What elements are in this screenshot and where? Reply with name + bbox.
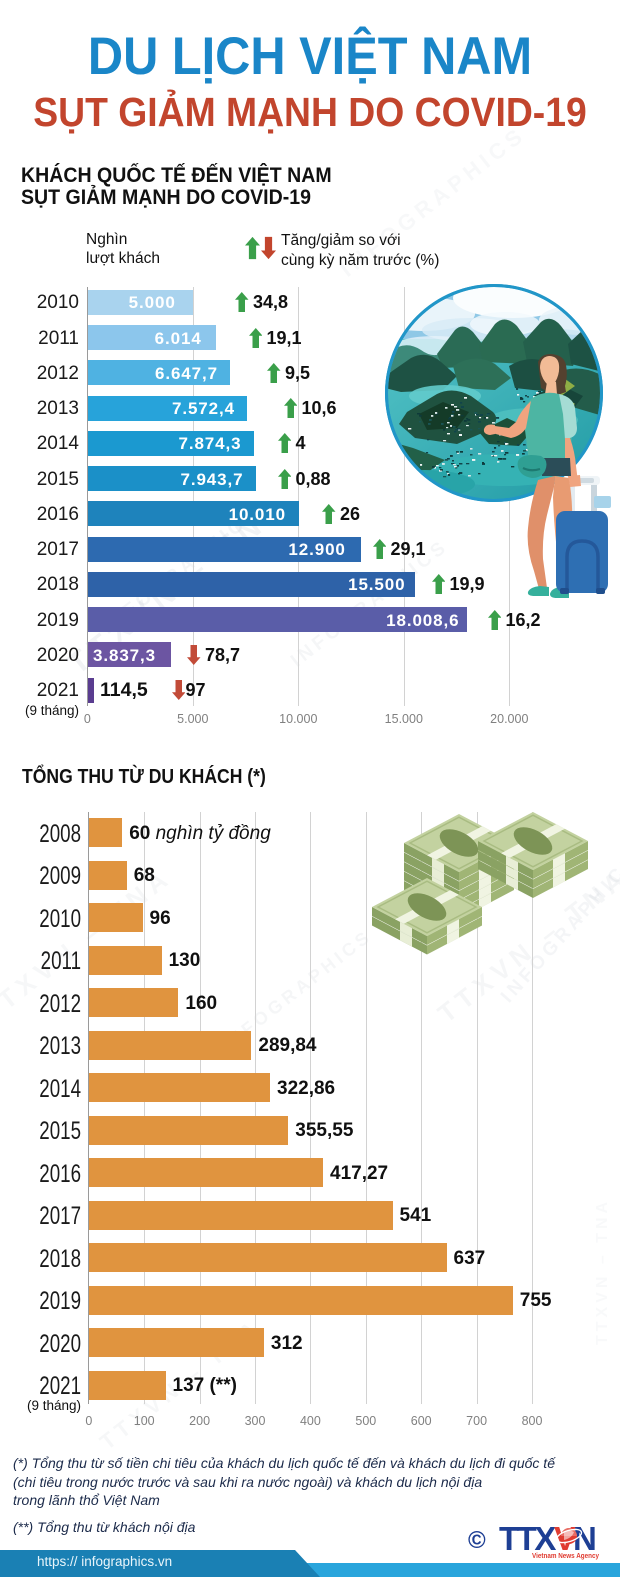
svg-text:Vietnam News Agency: Vietnam News Agency	[532, 1551, 600, 1560]
svg-text:TTX: TTX	[499, 1520, 556, 1557]
svg-text:©: ©	[468, 1527, 486, 1554]
